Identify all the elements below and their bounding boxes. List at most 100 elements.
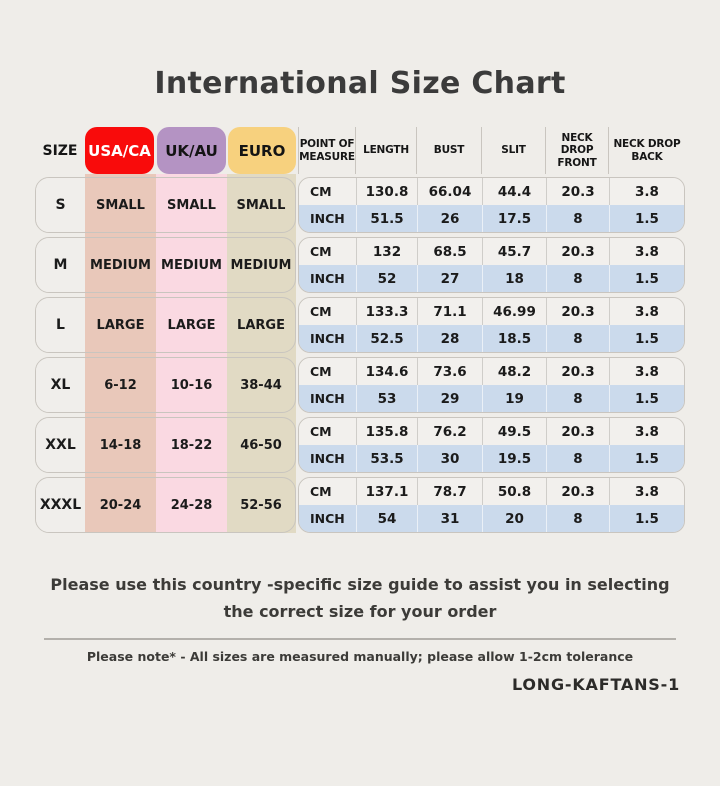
bust-cm-value: 73.6 xyxy=(417,358,482,385)
neck-drop-front-cm-value: 20.3 xyxy=(546,478,609,505)
size-label: XL xyxy=(36,358,85,412)
usa-ca-size-cell: MEDIUM xyxy=(90,257,151,273)
footer-guide-line1: Please use this country -specific size g… xyxy=(50,575,670,594)
measurement-block: CM 132 68.5 45.7 20.3 3.8 INCH 52 27 18 … xyxy=(298,237,685,293)
euro-column-band xyxy=(227,174,296,533)
measurement-block: CM 130.8 66.04 44.4 20.3 3.8 INCH 51.5 2… xyxy=(298,177,685,233)
neck-drop-back-cm-value: 3.8 xyxy=(609,238,684,265)
slit-cm-value: 49.5 xyxy=(482,418,546,445)
region-header-usa-ca: USA/CA xyxy=(85,127,154,174)
neck-drop-back-inch-value: 1.5 xyxy=(609,385,684,412)
usa-ca-size-cell: 20-24 xyxy=(99,497,142,513)
neck-drop-back-cm-value: 3.8 xyxy=(609,178,684,205)
slit-cm-value: 45.7 xyxy=(482,238,546,265)
cm-row: CM 133.3 71.1 46.99 20.3 3.8 xyxy=(299,298,684,325)
length-inch-value: 53 xyxy=(356,385,417,412)
bust-inch-value: 29 xyxy=(417,385,482,412)
neck-drop-front-cm-value: 20.3 xyxy=(546,298,609,325)
length-cm-value: 134.6 xyxy=(356,358,417,385)
neck-drop-front-inch-value: 8 xyxy=(546,445,609,472)
unit-label-cm: CM xyxy=(310,424,332,439)
size-label: S xyxy=(36,178,85,232)
size-row: L LARGE LARGE LARGE CM 133.3 71.1 46.99 … xyxy=(35,297,685,353)
euro-size-cell: LARGE xyxy=(237,317,285,333)
uk-au-size-cell: SMALL xyxy=(167,197,216,213)
unit-label-inch: INCH xyxy=(310,391,345,406)
usa-ca-size-cell: SMALL xyxy=(96,197,145,213)
neck-drop-back-inch-value: 1.5 xyxy=(609,205,684,232)
size-group-block: M MEDIUM MEDIUM MEDIUM xyxy=(35,237,296,293)
inch-row: INCH 53.5 30 19.5 8 1.5 xyxy=(299,445,684,472)
usa-ca-size-cell: LARGE xyxy=(96,317,145,333)
euro-size-cell: SMALL xyxy=(236,197,286,213)
header-point-of-measure: POINT OF MEASURE xyxy=(298,127,355,174)
size-column-header: SIZE xyxy=(42,142,78,159)
size-group-block: S SMALL SMALL SMALL xyxy=(35,177,296,233)
uk-au-column-band xyxy=(156,174,227,533)
bust-inch-value: 27 xyxy=(417,265,482,292)
slit-cm-value: 46.99 xyxy=(482,298,546,325)
neck-drop-back-cm-value: 3.8 xyxy=(609,478,684,505)
inch-row: INCH 51.5 26 17.5 8 1.5 xyxy=(299,205,684,232)
bust-inch-value: 30 xyxy=(417,445,482,472)
unit-label-inch: INCH xyxy=(310,451,345,466)
size-row: XL 6-12 10-16 38-44 CM 134.6 73.6 48.2 2… xyxy=(35,357,685,413)
cm-row: CM 134.6 73.6 48.2 20.3 3.8 xyxy=(299,358,684,385)
footer-guide-text: Please use this country -specific size g… xyxy=(0,571,720,625)
neck-drop-front-inch-value: 8 xyxy=(546,325,609,352)
slit-inch-value: 17.5 xyxy=(482,205,546,232)
unit-label-inch: INCH xyxy=(310,271,345,286)
bust-cm-value: 76.2 xyxy=(417,418,482,445)
neck-drop-back-inch-value: 1.5 xyxy=(609,505,684,532)
bust-cm-value: 71.1 xyxy=(417,298,482,325)
uk-au-size-cell: 10-16 xyxy=(170,377,213,393)
bust-cm-value: 66.04 xyxy=(417,178,482,205)
unit-label-cm: CM xyxy=(310,244,332,259)
unit-label-cm: CM xyxy=(310,484,332,499)
bust-inch-value: 31 xyxy=(417,505,482,532)
size-label: XXXL xyxy=(36,478,85,532)
neck-drop-front-cm-value: 20.3 xyxy=(546,178,609,205)
cm-row: CM 135.8 76.2 49.5 20.3 3.8 xyxy=(299,418,684,445)
size-group-block: XL 6-12 10-16 38-44 xyxy=(35,357,296,413)
size-label: M xyxy=(36,238,85,292)
size-row: XXL 14-18 18-22 46-50 CM 135.8 76.2 49.5… xyxy=(35,417,685,473)
size-label: XXL xyxy=(36,418,85,472)
slit-inch-value: 19.5 xyxy=(482,445,546,472)
neck-drop-back-cm-value: 3.8 xyxy=(609,298,684,325)
region-header-euro: EURO xyxy=(228,127,296,174)
usa-ca-column-band xyxy=(85,174,156,533)
size-label: L xyxy=(36,298,85,352)
length-cm-value: 130.8 xyxy=(356,178,417,205)
inch-row: INCH 54 31 20 8 1.5 xyxy=(299,505,684,532)
size-group-block: XXXL 20-24 24-28 52-56 xyxy=(35,477,296,533)
size-group-block: XXL 14-18 18-22 46-50 xyxy=(35,417,296,473)
slit-cm-value: 50.8 xyxy=(482,478,546,505)
cm-row: CM 137.1 78.7 50.8 20.3 3.8 xyxy=(299,478,684,505)
size-group-block: L LARGE LARGE LARGE xyxy=(35,297,296,353)
header-bust: BUST xyxy=(416,127,481,174)
uk-au-size-cell: LARGE xyxy=(167,317,216,333)
neck-drop-back-inch-value: 1.5 xyxy=(609,445,684,472)
slit-inch-value: 20 xyxy=(482,505,546,532)
measurement-header-row: POINT OF MEASURE LENGTH BUST SLIT NECK D… xyxy=(298,127,685,174)
unit-label-inch: INCH xyxy=(310,511,345,526)
page-title: International Size Chart xyxy=(154,66,566,101)
measurement-block: CM 134.6 73.6 48.2 20.3 3.8 INCH 53 29 1… xyxy=(298,357,685,413)
cm-row: CM 130.8 66.04 44.4 20.3 3.8 xyxy=(299,178,684,205)
length-inch-value: 53.5 xyxy=(356,445,417,472)
size-row: M MEDIUM MEDIUM MEDIUM CM 132 68.5 45.7 … xyxy=(35,237,685,293)
product-code: LONG-KAFTANS-1 xyxy=(511,675,680,695)
header-neck-drop-back: NECK DROP BACK xyxy=(608,127,685,174)
inch-row: INCH 52 27 18 8 1.5 xyxy=(299,265,684,292)
measurement-block: CM 133.3 71.1 46.99 20.3 3.8 INCH 52.5 2… xyxy=(298,297,685,353)
neck-drop-front-inch-value: 8 xyxy=(546,265,609,292)
bust-cm-value: 68.5 xyxy=(417,238,482,265)
uk-au-size-cell: 18-22 xyxy=(170,437,213,453)
size-row: S SMALL SMALL SMALL CM 130.8 66.04 44.4 … xyxy=(35,177,685,233)
unit-label-inch: INCH xyxy=(310,331,345,346)
neck-drop-back-cm-value: 3.8 xyxy=(609,418,684,445)
neck-drop-front-cm-value: 20.3 xyxy=(546,418,609,445)
cm-row: CM 132 68.5 45.7 20.3 3.8 xyxy=(299,238,684,265)
unit-label-inch: INCH xyxy=(310,211,345,226)
